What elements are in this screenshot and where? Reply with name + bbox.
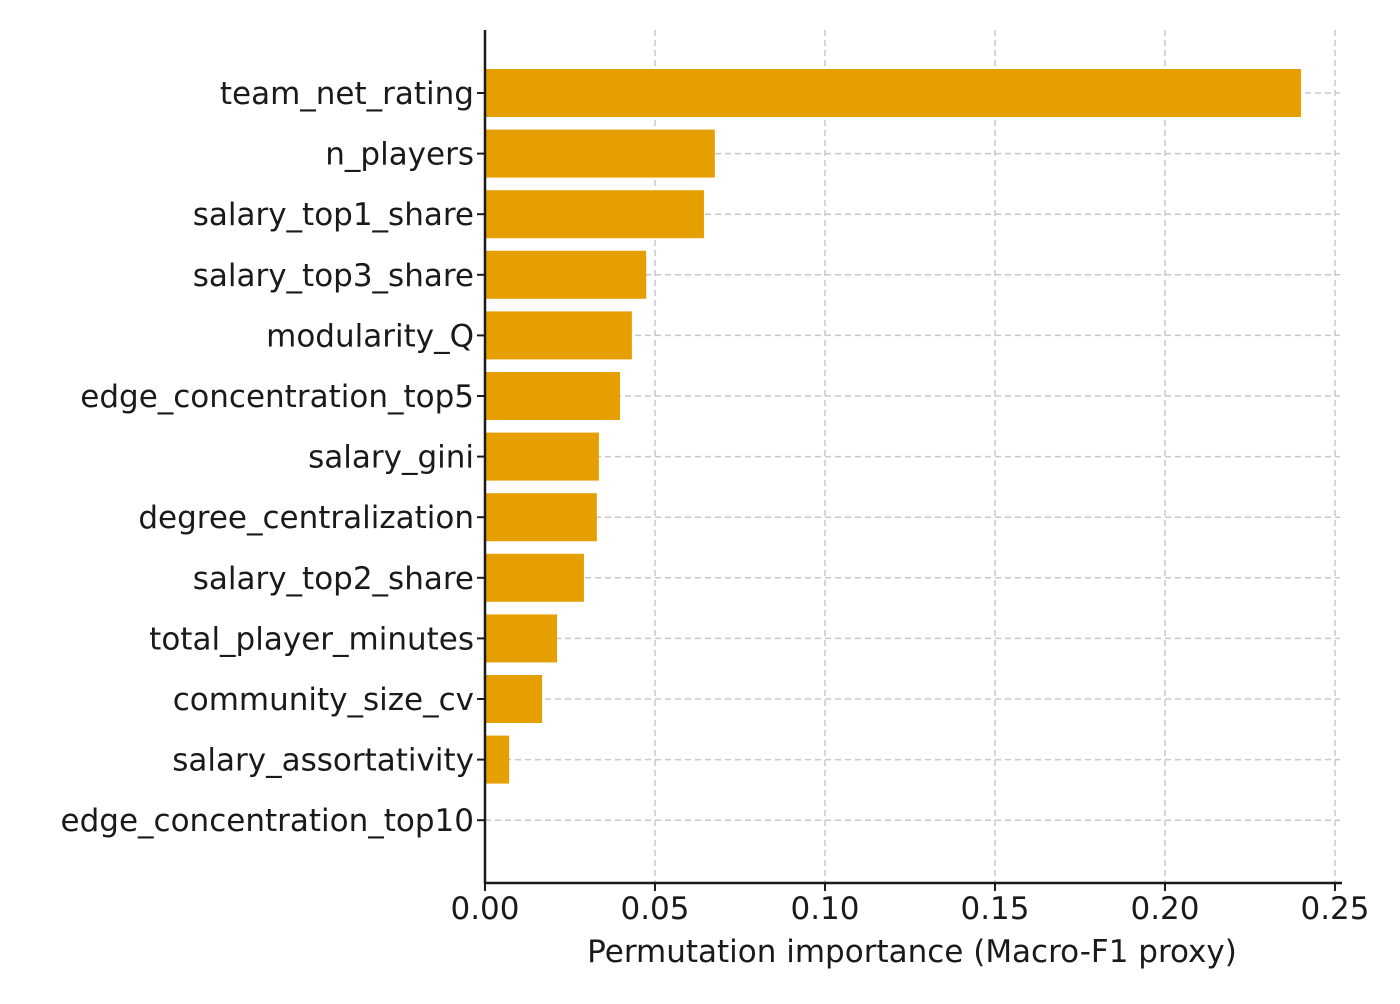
y-tick-label: team_net_rating [220, 76, 474, 112]
y-tick-label: n_players [325, 137, 474, 173]
bar-salary-top1-share [485, 190, 704, 239]
y-tick-label: degree_centralization [138, 500, 474, 536]
y-tick-label: salary_top2_share [193, 561, 474, 597]
y-tick-label: total_player_minutes [149, 621, 474, 657]
x-axis-label: Permutation importance (Macro-F1 proxy) [587, 934, 1237, 970]
y-tick-label: edge_concentration_top10 [61, 803, 474, 839]
bar-total-player-minutes [485, 614, 558, 663]
x-tick-label: 0.00 [450, 891, 519, 927]
y-tick-label: salary_assortativity [172, 743, 474, 779]
axes [477, 30, 1342, 891]
labels: 0.00 0.05 0.10 0.15 0.20 0.25 team_net_ratingn… [61, 76, 1370, 927]
bar-modularity-Q [485, 311, 632, 360]
bar-n-players [485, 129, 715, 178]
y-tick-label: edge_concentration_top5 [80, 379, 474, 415]
bar-degree-centralization [485, 493, 597, 542]
y-tick-label: community_size_cv [173, 682, 474, 718]
y-tick-label: modularity_Q [266, 318, 474, 354]
bar-salary-assortativity [485, 735, 510, 784]
x-tick-label: 0.25 [1300, 891, 1369, 927]
x-tick-label: 0.10 [790, 891, 859, 927]
bars [485, 69, 1301, 784]
bar-salary-gini [485, 432, 599, 481]
x-tick-label: 0.15 [960, 891, 1029, 927]
bar-edge-concentration-top5 [485, 372, 620, 420]
x-tick-label: 0.05 [620, 891, 689, 927]
y-tick-label: salary_top1_share [193, 197, 474, 233]
bar-salary-top3-share [485, 250, 647, 299]
bar-community-size-cv [485, 675, 543, 723]
bar-team-net-rating [485, 69, 1301, 117]
y-tick-label: salary_top3_share [193, 258, 474, 294]
bar-salary-top2-share [485, 553, 584, 602]
y-tick-label: salary_gini [308, 440, 474, 476]
x-tick-label: 0.20 [1130, 891, 1199, 927]
